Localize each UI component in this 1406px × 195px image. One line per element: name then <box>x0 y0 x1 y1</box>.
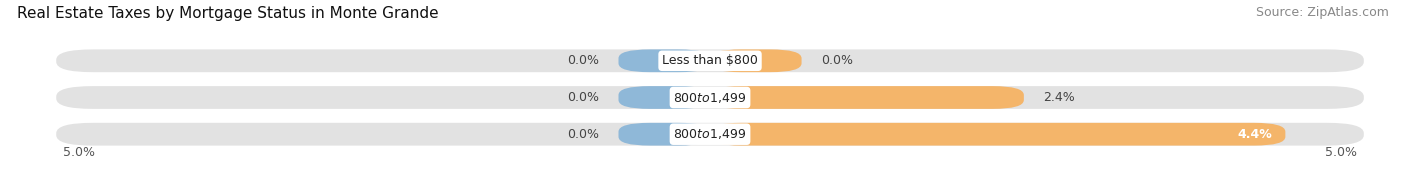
Text: 0.0%: 0.0% <box>567 128 599 141</box>
FancyBboxPatch shape <box>619 86 710 109</box>
Text: 0.0%: 0.0% <box>821 54 853 67</box>
FancyBboxPatch shape <box>56 86 1364 109</box>
Text: Real Estate Taxes by Mortgage Status in Monte Grande: Real Estate Taxes by Mortgage Status in … <box>17 6 439 21</box>
Text: 5.0%: 5.0% <box>1326 146 1357 159</box>
FancyBboxPatch shape <box>56 123 1364 146</box>
Text: 0.0%: 0.0% <box>567 91 599 104</box>
Text: 0.0%: 0.0% <box>567 54 599 67</box>
FancyBboxPatch shape <box>619 49 710 72</box>
FancyBboxPatch shape <box>619 123 710 146</box>
Text: $800 to $1,499: $800 to $1,499 <box>673 90 747 105</box>
FancyBboxPatch shape <box>710 123 1285 146</box>
Text: Source: ZipAtlas.com: Source: ZipAtlas.com <box>1256 6 1389 19</box>
Text: 5.0%: 5.0% <box>63 146 94 159</box>
Text: Less than $800: Less than $800 <box>662 54 758 67</box>
Text: $800 to $1,499: $800 to $1,499 <box>673 127 747 141</box>
FancyBboxPatch shape <box>710 49 801 72</box>
Text: 4.4%: 4.4% <box>1237 128 1272 141</box>
FancyBboxPatch shape <box>56 49 1364 72</box>
FancyBboxPatch shape <box>710 86 1024 109</box>
Text: 2.4%: 2.4% <box>1043 91 1076 104</box>
